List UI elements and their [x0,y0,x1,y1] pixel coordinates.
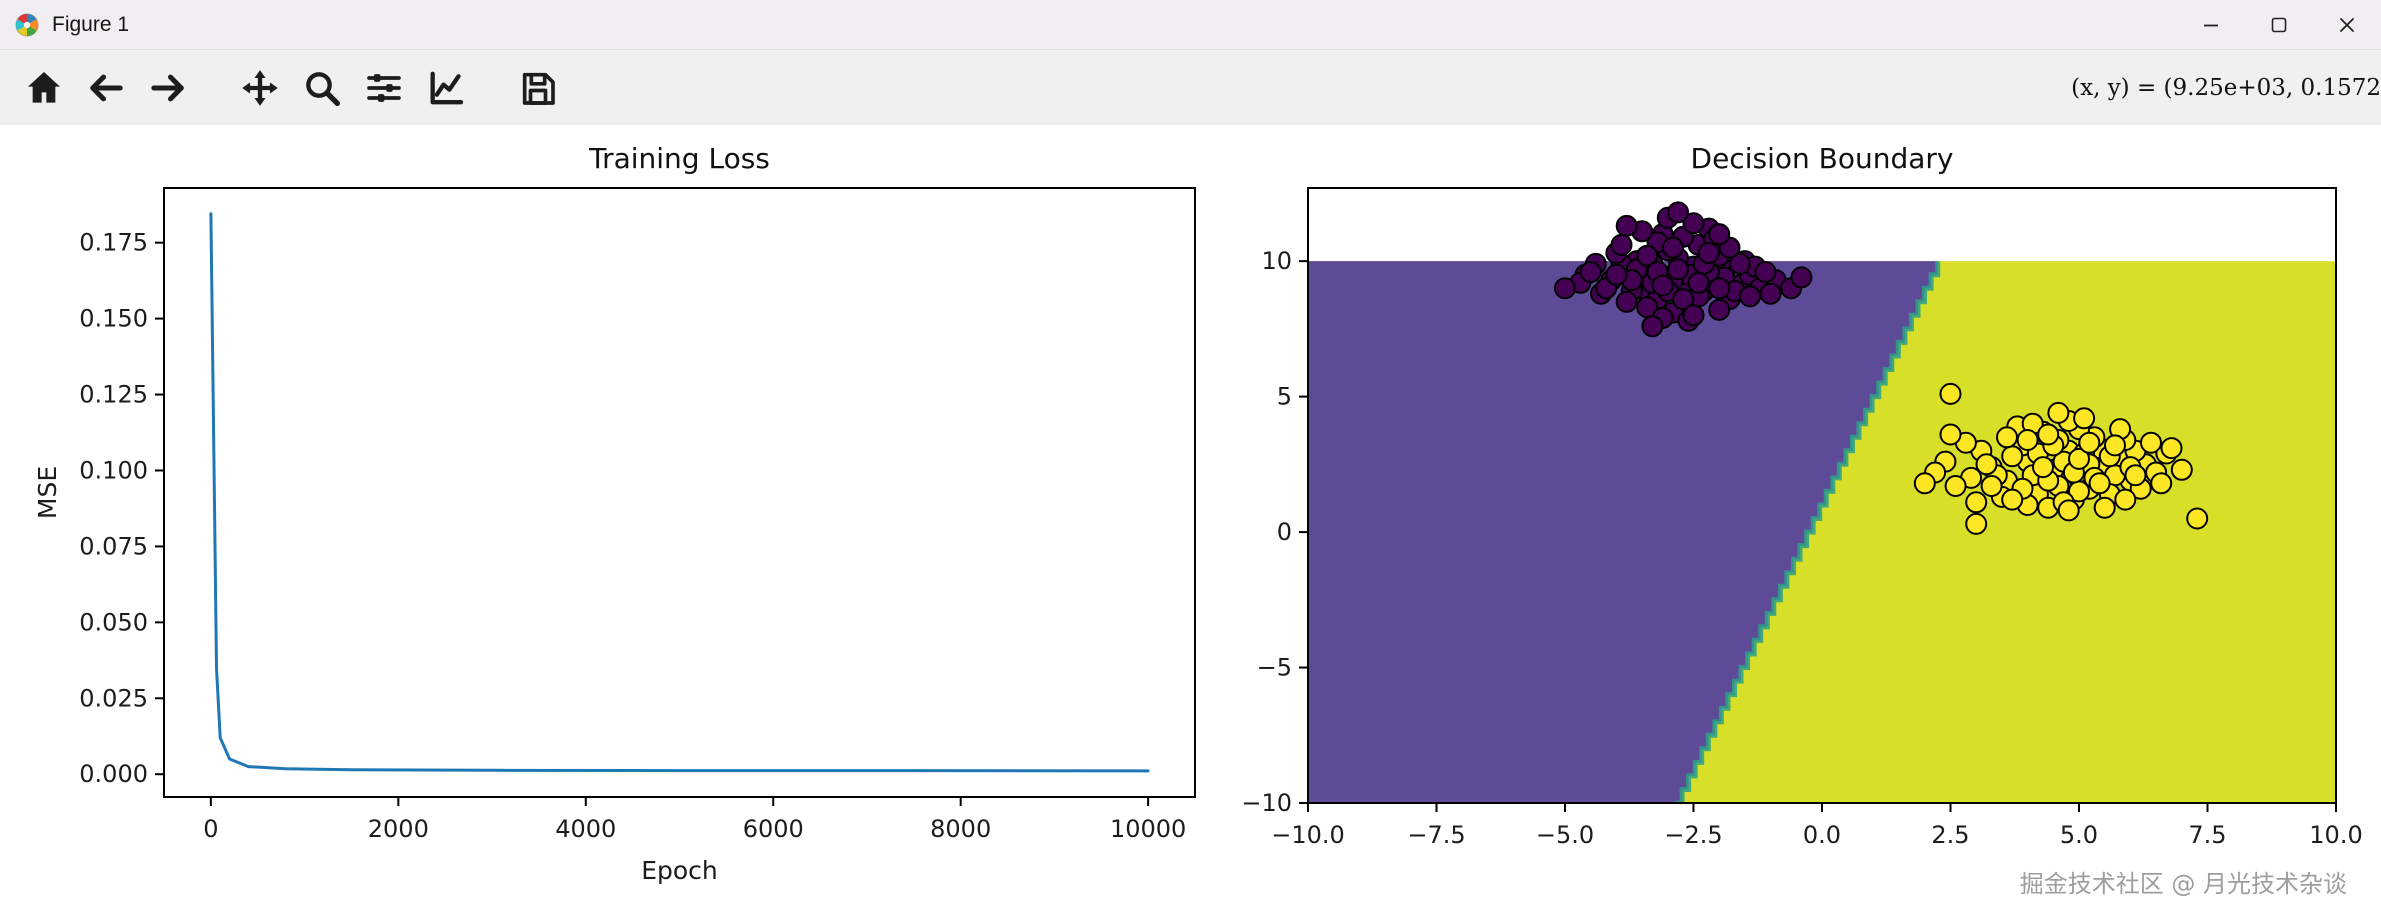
toolbar-customize-button[interactable] [418,60,474,116]
svg-text:MSE: MSE [33,466,62,519]
svg-text:4000: 4000 [555,815,616,843]
svg-text:5: 5 [1277,383,1292,411]
svg-text:0.100: 0.100 [79,456,148,484]
plots-svg: 0 2000 4000 6000 8000 100000.0000.0250.0500.0… [33,142,2363,885]
svg-text:0.150: 0.150 [79,305,148,333]
watermark: 掘金技术社区 @ 月光技术杂谈 [2019,870,2347,898]
toolbar-save-button[interactable] [510,60,566,116]
svg-text:10: 10 [1261,247,1292,275]
svg-text:−7.5: −7.5 [1407,821,1465,849]
svg-text:10000: 10000 [1110,815,1186,843]
figure-canvas[interactable]: 0 2000 4000 6000 8000 10000 0.000 0.025 0.050 0.0… [0,125,2381,915]
svg-text:0.125: 0.125 [79,381,148,409]
window-title: Figure 1 [52,12,130,36]
toolbar-configure-subplots-button[interactable] [356,60,412,116]
pan-move-icon [242,69,278,106]
matplotlib-icon [14,12,40,38]
svg-text:7.5: 7.5 [2188,821,2226,849]
toolbar-zoom-button[interactable] [294,60,350,116]
maximize-button[interactable] [2245,0,2313,49]
minimize-button[interactable] [2177,0,2245,49]
svg-text:0.075: 0.075 [79,532,148,560]
svg-text:−2.5: −2.5 [1664,821,1722,849]
svg-text:Epoch: Epoch [641,856,718,885]
svg-text:0.050: 0.050 [79,608,148,636]
window-controls [2177,0,2381,49]
toolbar-back-button[interactable] [78,60,134,116]
svg-text:6000: 6000 [743,815,804,843]
plot-training-loss: 0 2000 4000 6000 8000 10000 0.000 0.025 0.050 0.0… [33,142,1196,885]
svg-text:8000: 8000 [930,815,991,843]
svg-text:2.5: 2.5 [1931,821,1969,849]
svg-text:0.000: 0.000 [79,760,148,788]
maximize-icon [2271,17,2287,32]
svg-text:5.0: 5.0 [2060,821,2098,849]
svg-text:0.175: 0.175 [79,229,148,257]
back-arrow-icon [90,74,123,101]
forward-arrow-icon [151,74,184,101]
sliders-icon [367,73,401,102]
plot-decision-boundary: −10.0 −7.5 −5.0 −2.5 0.0 2.5 5.0 7.5 10.0 −10 −5 0 5… [1241,142,2362,849]
scatter-class-0 [1554,201,1813,338]
home-icon [28,71,60,103]
svg-text:0: 0 [203,815,218,843]
minimize-icon [2204,24,2218,26]
save-floppy-icon [522,72,555,105]
svg-text:0.025: 0.025 [79,684,148,712]
svg-text:−10: −10 [1241,789,1292,817]
svg-text:Training Loss: Training Loss [588,142,770,175]
zoom-magnifier-icon [306,71,340,106]
svg-text:10.0: 10.0 [2309,821,2362,849]
toolbar-pan-button[interactable] [232,60,288,116]
svg-text:−10.0: −10.0 [1271,821,1345,849]
toolbar-home-button[interactable] [16,60,72,116]
cursor-coordinates-readout: (x, y) = (9.25e+03, 0.1572 [2071,74,2381,101]
svg-text:0.0: 0.0 [1803,821,1841,849]
svg-text:−5: −5 [1257,654,1292,682]
titlebar: Figure 1 [0,0,2381,50]
close-icon [2340,17,2354,32]
toolbar-forward-button[interactable] [140,60,196,116]
close-button[interactable] [2313,0,2381,49]
svg-text:−5.0: −5.0 [1536,821,1594,849]
navigation-toolbar: (x, y) = (9.25e+03, 0.1572 [0,50,2381,125]
line-chart-icon [430,71,464,104]
svg-text:2000: 2000 [368,815,429,843]
scatter-class-1 [1913,382,2209,535]
svg-text:0: 0 [1277,518,1292,546]
svg-text:Decision Boundary: Decision Boundary [1691,142,1954,175]
